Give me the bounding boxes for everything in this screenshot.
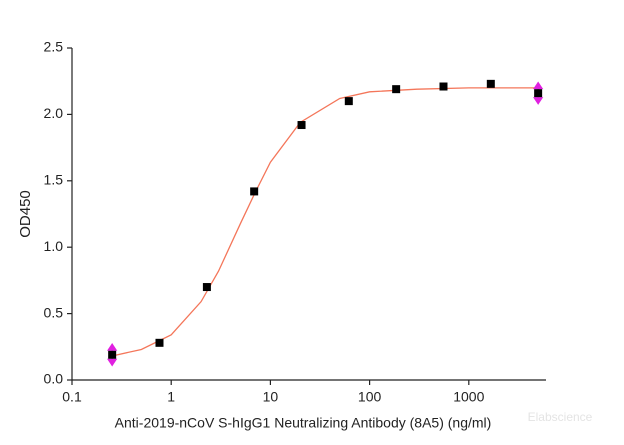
x-tick-label: 100 [358,389,382,405]
y-axis-label: OD450 [17,190,34,238]
x-tick-label: 0.1 [62,389,82,405]
y-tick-label: 1.0 [44,238,64,254]
y-tick-label: 0.5 [44,304,64,320]
x-tick-label: 1 [167,389,175,405]
x-axis-label: Anti-2019-nCoV S-hIgG1 Neutralizing Anti… [115,415,492,431]
x-tick-label: 1000 [453,389,484,405]
watermark: Elabscience [528,410,593,424]
fit-curve [111,87,539,357]
data-point [108,350,117,359]
data-point [344,97,353,106]
data-point [439,82,448,91]
y-tick-label: 2.5 [44,39,64,55]
x-tick-label: 10 [263,389,279,405]
error-bar [533,81,544,105]
data-point [486,79,495,88]
data-point [297,121,306,130]
data-point [534,89,543,98]
data-point [155,338,164,347]
data-point [392,85,401,94]
y-tick-label: 2.0 [44,105,64,121]
data-point [250,187,259,196]
y-tick-label: 0.0 [44,371,64,387]
data-point [202,283,211,292]
y-tick-label: 1.5 [44,172,64,188]
